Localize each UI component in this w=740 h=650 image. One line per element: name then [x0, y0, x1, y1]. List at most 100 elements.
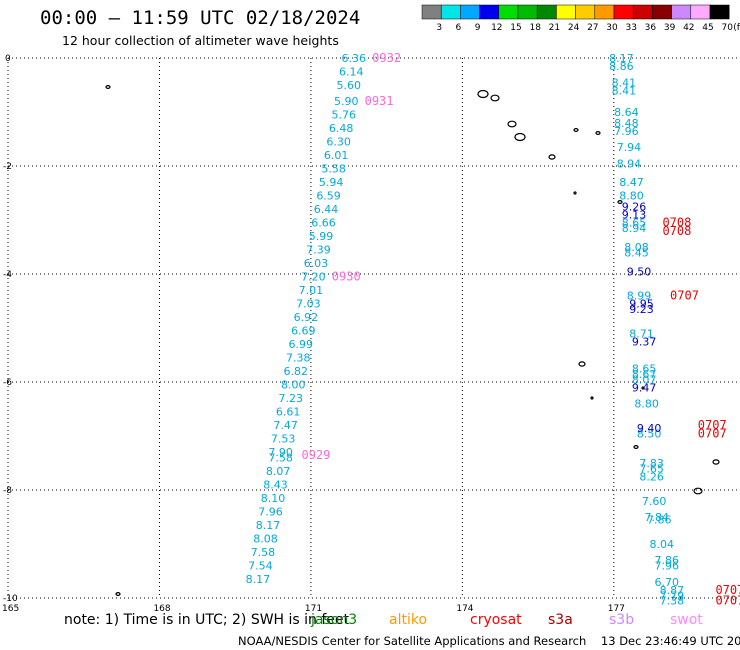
x-tick-label: 171 [305, 604, 322, 614]
y-tick-label: -10 [3, 594, 18, 604]
wave-height-label: 8.43 [263, 479, 288, 492]
wave-height-label: 7.96 [614, 125, 639, 138]
island-outline [641, 386, 645, 390]
wave-height-label: 6.82 [284, 365, 309, 378]
colorbar-swatch [690, 4, 711, 20]
pass-time-label: 0707 [715, 583, 740, 597]
wave-height-label: 6.69 [291, 325, 316, 338]
wave-height-label: 8.17 [609, 52, 634, 65]
colorbar-swatch [575, 4, 596, 20]
wave-height-label: 7.96 [258, 506, 283, 519]
colorbar-label: 6 [456, 23, 462, 33]
wave-height-label: 6.36 [342, 52, 367, 65]
island-outline [617, 200, 623, 205]
wave-height-label: 7.90 [268, 446, 293, 459]
wave-height-label: 7.47 [273, 419, 298, 432]
wave-height-label: 9.37 [632, 336, 657, 349]
colorbar-label: 33 [625, 23, 636, 33]
wave-height-label: 8.94 [622, 222, 647, 235]
wave-height-label: 9.47 [632, 381, 657, 394]
wave-height-label: 7.58 [268, 452, 293, 465]
colorbar-swatch [517, 4, 538, 20]
wave-height-label: 8.07 [632, 373, 657, 386]
pass-time-label: 0707 [698, 426, 727, 440]
colorbar-label: 12 [491, 23, 502, 33]
chart-title: 00:00 – 11:59 UTC 02/18/2024 [40, 7, 361, 29]
wave-height-label: 7.54 [248, 560, 273, 573]
colorbar-label: 42 [683, 23, 694, 33]
wave-height-label: 7.60 [642, 495, 667, 508]
colorbar-label: 21 [549, 23, 560, 33]
wave-height-label: 9.26 [622, 201, 647, 214]
wave-height-label: 6.01 [324, 149, 349, 162]
colorbar-label: 70 [721, 23, 733, 33]
wave-height-label: 7.58 [251, 546, 276, 559]
mission-label-swot: swot [670, 612, 703, 628]
wave-height-label: 7.83 [639, 457, 664, 470]
wave-height-label: 6.44 [314, 203, 339, 216]
colorbar-label: 36 [645, 23, 657, 33]
pass-time-label: 0708 [662, 216, 691, 230]
wave-height-label: 7.38 [660, 595, 685, 608]
colorbar-swatch [632, 4, 653, 20]
wave-height-label: 8.10 [261, 492, 286, 505]
wave-height-label: 7.86 [655, 554, 680, 567]
footer-credit: NOAA/NESDIS Center for Satellite Applica… [238, 634, 740, 648]
wave-height-label: 8.48 [614, 117, 639, 130]
island-outline [590, 396, 594, 400]
footer-note: note: 1) Time is in UTC; 2) SWH is in fe… [64, 612, 350, 628]
wave-height-label: 6.48 [329, 122, 354, 135]
wave-height-label: 8.99 [627, 290, 652, 303]
mission-label-jason3: jason3 [311, 612, 358, 628]
island-outline [573, 191, 577, 195]
island-outline [595, 131, 601, 136]
colorbar-label: 30 [606, 23, 618, 33]
wave-height-label: 7.01 [299, 284, 324, 297]
mission-label-altiko: altiko [389, 612, 428, 628]
island-outline [105, 84, 111, 89]
wave-height-label: 8.26 [639, 471, 664, 484]
colorbar-swatch [709, 4, 730, 20]
wave-height-label: 7.65 [639, 462, 664, 475]
wave-height-label: 5.58 [321, 163, 346, 176]
y-tick-label: 0 [5, 54, 11, 64]
colorbar-label: 3 [436, 23, 442, 33]
wave-height-label: 7.38 [286, 352, 311, 365]
island-outline [477, 89, 489, 99]
mission-label-s3a: s3a [548, 612, 573, 628]
wave-height-label: 7.39 [306, 244, 331, 257]
wave-height-label: 6.99 [289, 338, 314, 351]
island-outline [507, 120, 517, 128]
wave-height-label: 9.95 [629, 298, 654, 311]
colorbar-swatch [671, 4, 692, 20]
pass-time-label: 0929 [301, 448, 330, 462]
mission-label-cryosat: cryosat [470, 612, 522, 628]
colorbar-swatch [421, 4, 442, 20]
wave-height-label: 8.87 [660, 584, 685, 597]
colorbar-swatch [556, 4, 576, 20]
colorbar-swatch [479, 4, 500, 20]
colorbar-label: 24 [568, 23, 580, 33]
wave-height-label: 8.86 [609, 60, 634, 73]
wave-height-label: 5.60 [337, 79, 362, 92]
wave-height-label: 8.65 [632, 363, 657, 376]
wave-height-label: 8.08 [253, 533, 278, 546]
wave-height-label: 7.94 [617, 141, 642, 154]
x-tick-label: 174 [456, 604, 473, 614]
wave-height-label: 9.13 [622, 209, 647, 222]
wave-height-label: 6.66 [311, 217, 336, 230]
wave-height-label: 8.64 [614, 106, 639, 119]
pass-time-label: 0707 [715, 594, 740, 608]
island-outline [115, 591, 121, 596]
colorbar-swatch [460, 4, 480, 20]
island-outline [633, 445, 639, 450]
x-tick-label: 168 [153, 604, 170, 614]
mission-label-s3b: s3b [609, 612, 635, 628]
colorbar-swatch [440, 4, 461, 20]
chart-subtitle: 12 hour collection of altimeter wave hei… [62, 33, 339, 48]
colorbar-label: 27 [587, 23, 598, 33]
wave-height-label: 7.20 [301, 271, 326, 284]
wave-height-label: 8.67 [632, 368, 657, 381]
colorbar-swatch [536, 4, 557, 20]
wave-height-label: 8.41 [612, 76, 637, 89]
